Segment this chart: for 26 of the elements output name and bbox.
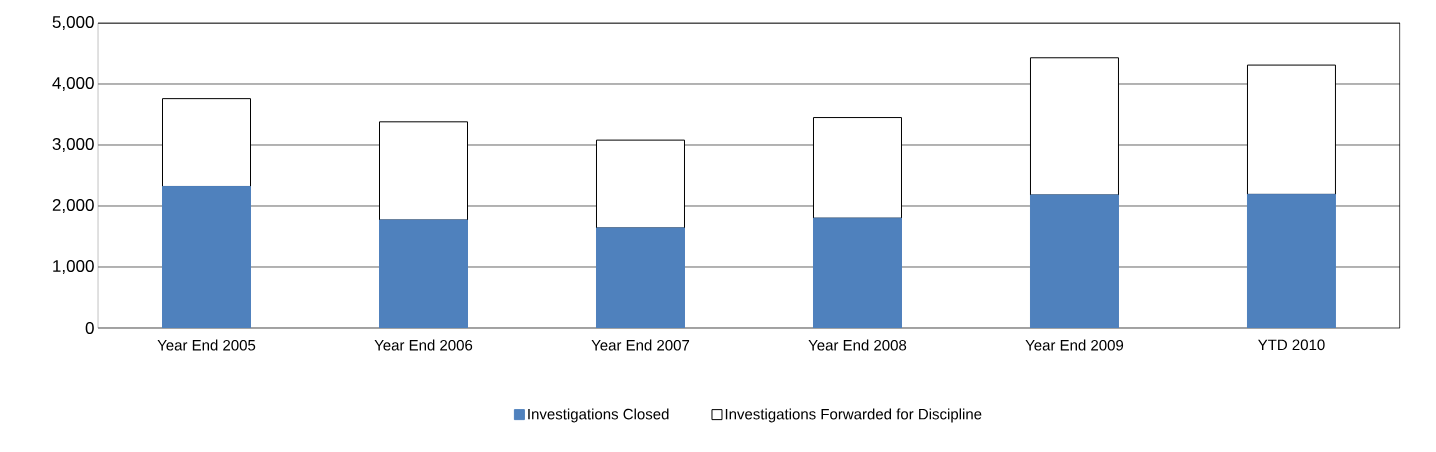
bar bbox=[1029, 194, 1119, 328]
bar bbox=[596, 139, 685, 229]
y-tick-label: 4,000 bbox=[52, 76, 94, 92]
bar bbox=[596, 227, 685, 328]
x-tick-label: Year End 2008 bbox=[808, 339, 907, 351]
x-tick-label: Year End 2006 bbox=[374, 339, 473, 351]
bar bbox=[379, 219, 469, 328]
bar bbox=[812, 117, 902, 219]
y-tick-label: 0 bbox=[85, 321, 94, 335]
bar bbox=[1246, 193, 1336, 328]
x-tick-label: Year End 2007 bbox=[591, 339, 690, 351]
bar bbox=[162, 98, 252, 187]
bar bbox=[1029, 57, 1119, 196]
bar bbox=[162, 185, 252, 328]
legend-label: Investigations Closed bbox=[528, 408, 669, 423]
y-tick-label: 3,000 bbox=[52, 137, 94, 153]
y-tick-label: 5,000 bbox=[52, 15, 94, 31]
y-tick-label: 2,000 bbox=[52, 198, 94, 214]
x-tick-label: Year End 2005 bbox=[157, 339, 256, 351]
bar bbox=[1246, 64, 1336, 195]
x-tick-label: YTD 2010 bbox=[1258, 339, 1325, 351]
bar bbox=[812, 217, 902, 328]
x-tick-label: Year End 2009 bbox=[1025, 339, 1124, 351]
legend-label: Investigations Forwarded for Discipline bbox=[725, 408, 982, 423]
y-tick-label: 1,000 bbox=[53, 259, 94, 275]
bar bbox=[379, 121, 469, 221]
